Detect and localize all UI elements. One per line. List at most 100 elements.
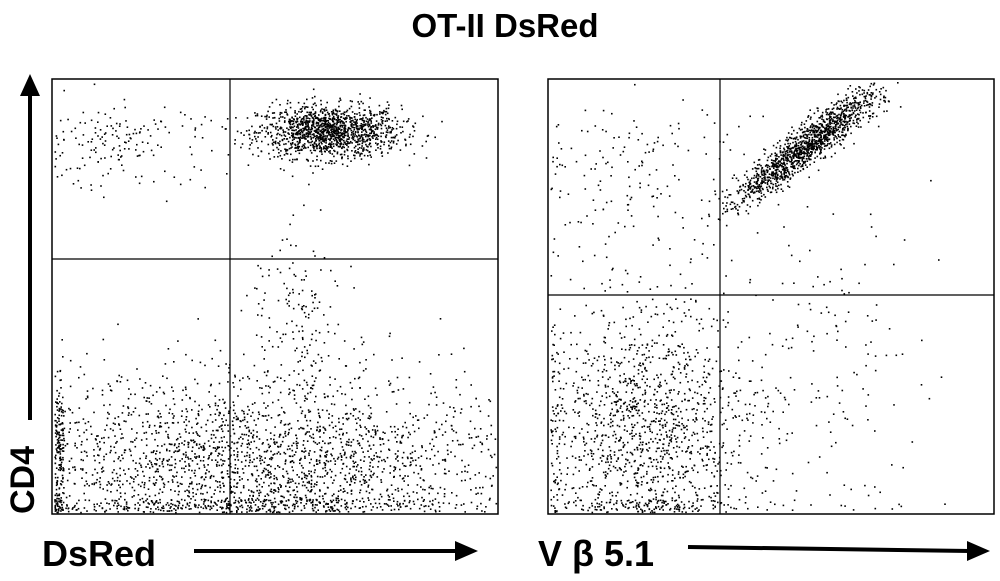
- event-dot: [344, 453, 346, 455]
- event-dot: [397, 389, 400, 391]
- event-dot: [367, 484, 370, 487]
- event-dot: [288, 428, 290, 431]
- event-dot: [119, 123, 121, 125]
- event-dot: [780, 188, 783, 190]
- event-dot: [194, 469, 196, 472]
- event-dot: [139, 504, 141, 506]
- event-dot: [443, 488, 446, 490]
- event-dot: [151, 433, 153, 435]
- event-dot: [344, 478, 347, 481]
- event-dot: [303, 143, 306, 145]
- event-dot: [268, 499, 270, 502]
- event-dot: [107, 411, 109, 414]
- event-dot: [834, 113, 836, 115]
- event-dot: [279, 421, 282, 424]
- event-dot: [313, 451, 316, 453]
- event-dot: [108, 503, 110, 505]
- event-dot: [79, 121, 82, 124]
- event-dot: [832, 119, 834, 121]
- event-dot: [864, 99, 867, 102]
- event-dot: [58, 444, 61, 447]
- event-dot: [304, 457, 306, 459]
- event-dot: [288, 506, 290, 509]
- event-dot: [334, 136, 336, 139]
- event-dot: [59, 500, 61, 503]
- event-dot: [772, 174, 775, 176]
- event-dot: [328, 134, 330, 136]
- event-dot: [363, 510, 366, 513]
- event-dot: [493, 453, 496, 456]
- event-dot: [260, 455, 263, 458]
- event-dot: [824, 127, 826, 130]
- event-dot: [207, 504, 210, 507]
- event-dot: [322, 135, 325, 138]
- event-dot: [844, 135, 846, 138]
- event-dot: [166, 502, 169, 504]
- event-dot: [439, 318, 442, 320]
- event-dot: [339, 140, 342, 143]
- event-dot: [61, 450, 64, 452]
- event-dot: [300, 111, 302, 113]
- event-dot: [104, 510, 106, 513]
- event-dot: [359, 125, 361, 127]
- event-dot: [164, 422, 167, 425]
- event-dot: [297, 143, 299, 146]
- event-dot: [190, 439, 192, 441]
- event-dot: [323, 257, 326, 259]
- event-dot: [109, 168, 112, 170]
- event-dot: [363, 460, 365, 462]
- event-dot: [376, 138, 379, 141]
- event-dot: [322, 125, 324, 127]
- event-dot: [270, 488, 273, 491]
- event-dot: [318, 301, 321, 303]
- event-dot: [836, 106, 839, 109]
- event-dot: [835, 136, 837, 138]
- event-dot: [360, 484, 363, 486]
- event-dot: [460, 504, 463, 506]
- event-dot: [303, 129, 305, 131]
- event-dot: [62, 469, 64, 472]
- event-dot: [479, 428, 482, 430]
- event-dot: [249, 448, 252, 450]
- event-dot: [327, 487, 329, 489]
- event-dot: [219, 486, 222, 489]
- event-dot: [164, 363, 167, 365]
- event-dot: [420, 455, 423, 457]
- event-dot: [179, 436, 182, 438]
- event-dot: [805, 120, 808, 122]
- event-dot: [308, 183, 310, 186]
- event-dot: [801, 148, 804, 150]
- event-dot: [327, 131, 330, 133]
- event-dot: [298, 130, 300, 132]
- event-dot: [318, 140, 321, 142]
- event-dot: [369, 465, 371, 467]
- event-dot: [837, 135, 840, 138]
- event-dot: [242, 410, 245, 413]
- event-dot: [406, 492, 409, 495]
- event-dot: [215, 429, 218, 432]
- event-dot: [825, 113, 828, 116]
- event-dot: [259, 457, 262, 460]
- event-dot: [817, 133, 820, 136]
- event-dot: [332, 130, 334, 133]
- event-dot: [369, 461, 372, 464]
- event-dot: [194, 400, 196, 403]
- event-dot: [292, 503, 295, 505]
- event-dot: [54, 508, 57, 510]
- event-dot: [390, 130, 392, 133]
- event-dot: [379, 444, 382, 446]
- event-dot: [485, 506, 487, 508]
- event-dot: [370, 476, 373, 479]
- event-dot: [394, 116, 397, 119]
- event-dot: [135, 132, 138, 135]
- event-dot: [233, 485, 235, 488]
- event-dot: [324, 442, 326, 445]
- event-dot: [322, 440, 324, 442]
- event-dot: [236, 506, 239, 509]
- event-dot: [333, 139, 336, 142]
- event-dot: [360, 152, 362, 155]
- event-dot: [63, 439, 66, 442]
- event-dot: [298, 149, 300, 152]
- event-dot: [269, 510, 272, 512]
- event-dot: [360, 435, 363, 437]
